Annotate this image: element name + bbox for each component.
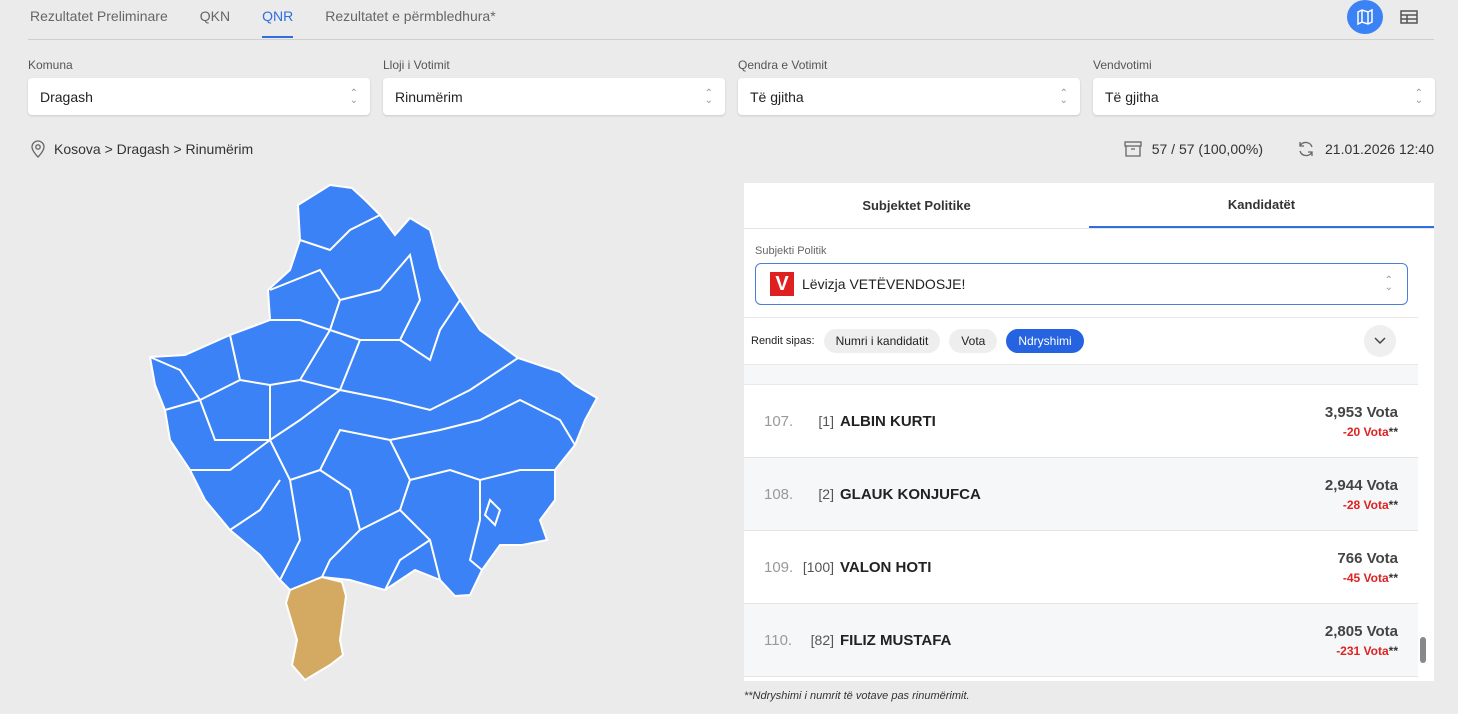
filter-municipality: Komuna Dragash ⌃ ⌄ (28, 58, 370, 115)
select-value: Të gjitha (1105, 88, 1159, 105)
candidate-row[interactable]: 109. [100] VALON HOTI 766 Vota -45 Vota** (744, 531, 1418, 604)
vote-change: -28 Vota (1342, 497, 1389, 512)
party-label: Subjekti Politik (755, 245, 827, 257)
tab-summary[interactable]: Rezultatet e përmbledhura* (325, 8, 496, 24)
sort-by-votes[interactable]: Vota (949, 329, 998, 353)
candidate-number: [100] (802, 559, 834, 575)
candidate-rank: 108. (764, 485, 794, 503)
party-logo: V (770, 272, 794, 296)
map-icon (1357, 8, 1373, 26)
map-view-button[interactable] (1347, 0, 1383, 34)
candidate-votes: 2,944 Vota (1324, 476, 1398, 494)
candidate-name: GLAUK KONJUFCA (840, 485, 981, 503)
footnote-mark: ** (1388, 497, 1398, 512)
candidate-rank: 110. (764, 631, 793, 649)
kosovo-map (148, 183, 599, 682)
map-region-dragash[interactable] (284, 575, 348, 682)
footnote-mark: ** (1388, 424, 1398, 439)
chevron-updown-icon: ⌃ ⌄ (1059, 87, 1068, 106)
polling-station-select[interactable]: Të gjitha ⌃ ⌄ (1093, 78, 1435, 115)
refresh-icon[interactable] (1297, 140, 1315, 158)
party-select[interactable]: V Lëvizja VETËVENDOSJE! ⌃ ⌄ (755, 263, 1408, 305)
chevron-updown-icon: ⌃ ⌄ (349, 87, 358, 106)
table-view-button[interactable] (1391, 0, 1427, 34)
filter-label: Qendra e Votimit (738, 58, 828, 72)
expand-button[interactable] (1364, 325, 1396, 357)
sort-by-number[interactable]: Numri i kandidatit (823, 329, 941, 353)
chevron-updown-icon: ⌃ ⌄ (1384, 275, 1393, 293)
table-icon (1400, 10, 1418, 24)
filter-label: Lloji i Votimit (383, 58, 450, 72)
filter-label: Komuna (28, 58, 73, 72)
sort-bar: Rendit sipas: Numri i kandidatit Vota Nd… (744, 317, 1418, 365)
candidate-votes: 2,805 Vota (1324, 622, 1398, 640)
party-filter: Subjekti Politik V Lëvizja VETËVENDOSJE! … (744, 229, 1434, 305)
footnote: **Ndryshimi i numrit të votave pas rinum… (744, 690, 970, 702)
results-tabs: Rezultatet Preliminare QKN QNR Rezultate… (30, 0, 528, 40)
party-name: Lëvizja VETËVENDOSJE! (802, 276, 966, 292)
polling-center-select[interactable]: Të gjitha ⌃ ⌄ (738, 78, 1080, 115)
footnote-mark: ** (1388, 643, 1398, 658)
municipality-borders (149, 214, 576, 591)
scrollbar-thumb[interactable] (1420, 637, 1426, 663)
candidate-number: [82] (810, 632, 834, 648)
candidate-name: ALBIN KURTI (840, 412, 936, 430)
candidate-votes: 3,953 Vota (1324, 403, 1398, 421)
footnote-mark: ** (1388, 570, 1398, 585)
vote-change: -20 Vota (1342, 424, 1389, 439)
candidate-name: FILIZ MUSTAFA (840, 631, 952, 649)
vote-change: -231 Vota (1336, 643, 1389, 658)
tab-preliminary[interactable]: Rezultatet Preliminare (30, 8, 168, 24)
divider (28, 39, 1434, 40)
counted-stations: 57 / 57 (100,00%) (1151, 141, 1263, 157)
list-spacer (744, 365, 1418, 385)
tab-qkn[interactable]: QKN (199, 8, 231, 24)
ballot-box-icon (1124, 141, 1142, 157)
scrollbar[interactable] (1418, 233, 1428, 681)
candidate-number: [2] (818, 486, 834, 502)
breadcrumb-text: Kosova > Dragash > Rinumërim (54, 141, 254, 157)
candidate-rank: 107. (764, 412, 794, 430)
map-region-kosovo[interactable] (148, 183, 599, 598)
chevron-down-icon (1374, 337, 1386, 345)
sort-label: Rendit sipas: (751, 335, 815, 347)
select-value: Rinumërim (395, 88, 463, 105)
chevron-updown-icon: ⌃ ⌄ (1414, 87, 1423, 106)
panel-tabs: Subjektet Politike Kandidatët (744, 183, 1434, 229)
tab-candidates[interactable]: Kandidatët (1089, 183, 1434, 228)
candidate-votes: 766 Vota (1337, 549, 1398, 567)
status-bar: 57 / 57 (100,00%) 21.01.2026 12:40 (1124, 140, 1434, 158)
municipality-select[interactable]: Dragash ⌃ ⌄ (28, 78, 370, 115)
tab-political-entities[interactable]: Subjektet Politike (862, 198, 971, 213)
filters: Komuna Dragash ⌃ ⌄ Lloji i Votimit Rinumërim… (28, 58, 1435, 115)
last-updated: 21.01.2026 12:40 (1325, 141, 1434, 157)
select-value: Dragash (40, 88, 93, 105)
candidate-row[interactable]: 108. [2] GLAUK KONJUFCA 2,944 Vota -28 Vota*… (744, 458, 1418, 531)
candidate-list: 107. [1] ALBIN KURTI 3,953 Vota -20 Vota** 1… (744, 385, 1434, 677)
candidate-row[interactable]: 110. [82] FILIZ MUSTAFA 2,805 Vota -231 Vota… (744, 604, 1418, 677)
tab-qnr[interactable]: QNR (262, 0, 294, 38)
sort-by-change[interactable]: Ndryshimi (1006, 329, 1084, 353)
results-panel: Subjektet Politike Kandidatët Subjekti P… (744, 183, 1434, 681)
location-pin-icon (31, 140, 45, 158)
candidate-name: VALON HOTI (840, 558, 932, 576)
select-value: Të gjitha (750, 88, 804, 105)
vote-change: -45 Vota (1342, 570, 1389, 585)
filter-polling-center: Qendra e Votimit Të gjitha ⌃ ⌄ (738, 58, 1080, 115)
filter-polling-station: Vendvotimi Të gjitha ⌃ ⌄ (1093, 58, 1435, 115)
candidate-row[interactable]: 107. [1] ALBIN KURTI 3,953 Vota -20 Vota** (744, 385, 1418, 458)
filter-vote-type: Lloji i Votimit Rinumërim ⌃ ⌄ (383, 58, 725, 115)
candidate-number: [1] (818, 413, 834, 429)
candidate-rank: 109. (764, 558, 794, 576)
chevron-updown-icon: ⌃ ⌄ (704, 87, 713, 106)
filter-label: Vendvotimi (1093, 58, 1152, 72)
vote-type-select[interactable]: Rinumërim ⌃ ⌄ (383, 78, 725, 115)
breadcrumb: Kosova > Dragash > Rinumërim (30, 140, 253, 158)
